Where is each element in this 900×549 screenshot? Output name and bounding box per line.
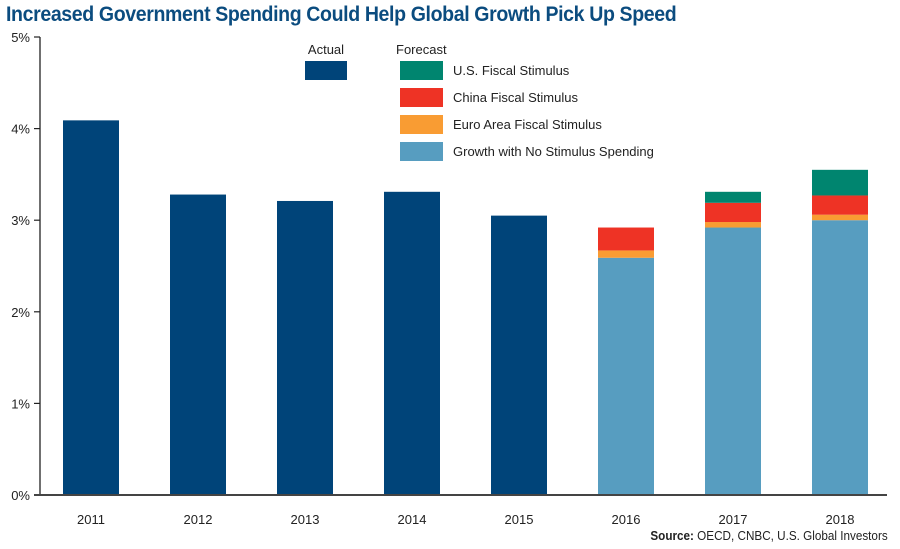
legend-swatch-u-s-fiscal-stimulus [400, 61, 443, 80]
y-tick-label: 2% [11, 305, 30, 320]
legend-swatch-actual [305, 61, 347, 80]
x-tick-label: 2017 [719, 512, 748, 527]
y-tick-label: 5% [11, 30, 30, 45]
y-tick-label: 1% [11, 396, 30, 411]
x-tick-label: 2012 [184, 512, 213, 527]
bar-2016-euro-area-fiscal-stimulus [598, 250, 654, 258]
legend-title-actual: Actual [308, 42, 344, 57]
x-tick-label: 2018 [826, 512, 855, 527]
bar-2017-u-s-fiscal-stimulus [705, 191, 761, 203]
bar-2016-growth-with-no-stimulus-spending [598, 257, 654, 495]
legend-label-euro-area-fiscal-stimulus: Euro Area Fiscal Stimulus [453, 117, 602, 132]
axes-layer: 2011 2012 2013 2014 2015 2016 2017 2018 0% 1% 2% 3%… [11, 30, 887, 527]
bar-2018-china-fiscal-stimulus [812, 195, 868, 215]
y-tick-label: 0% [11, 488, 30, 503]
legend-swatch-china-fiscal-stimulus [400, 88, 443, 107]
bar-2017-china-fiscal-stimulus [705, 202, 761, 223]
legend-label-u-s-fiscal-stimulus: U.S. Fiscal Stimulus [453, 63, 570, 78]
source-label: Source: [650, 528, 695, 543]
legend-title-forecast: Forecast [396, 42, 447, 57]
y-tick-label: 4% [11, 122, 30, 137]
bar-2011-actual [63, 120, 119, 495]
bar-2013-actual [277, 200, 333, 496]
chart-title: Increased Government Spending Could Help… [6, 3, 677, 26]
x-tick-label: 2011 [77, 512, 105, 527]
bar-2016-china-fiscal-stimulus [598, 227, 654, 251]
x-tick-label: 2015 [505, 512, 534, 527]
x-tick-label: 2016 [612, 512, 641, 527]
bar-2018-euro-area-fiscal-stimulus [812, 214, 868, 221]
bar-2014-actual [384, 191, 440, 495]
bar-2017-euro-area-fiscal-stimulus [705, 222, 761, 228]
y-tick-label: 3% [11, 213, 30, 228]
bars-layer [63, 120, 868, 496]
legend: Actual Forecast U.S. Fiscal Stimulus China … [305, 42, 654, 161]
legend-swatch-euro-area-fiscal-stimulus [400, 115, 443, 134]
x-tick-label: 2013 [291, 512, 320, 527]
legend-label-growth-with-no-stimulus-spending: Growth with No Stimulus Spending [453, 144, 654, 159]
x-tick-label: 2014 [398, 512, 427, 527]
bar-2017-growth-with-no-stimulus-spending [705, 227, 761, 495]
bar-2015-actual [491, 215, 547, 495]
legend-label-china-fiscal-stimulus: China Fiscal Stimulus [453, 90, 578, 105]
bar-2012-actual [170, 194, 226, 495]
source-text: OECD, CNBC, U.S. Global Investors [694, 528, 888, 543]
legend-swatch-growth-with-no-stimulus-spending [400, 142, 443, 161]
source-note: Source: OECD, CNBC, U.S. Global Investor… [651, 528, 888, 543]
bar-2018-growth-with-no-stimulus-spending [812, 220, 868, 495]
bar-2018-u-s-fiscal-stimulus [812, 169, 868, 196]
